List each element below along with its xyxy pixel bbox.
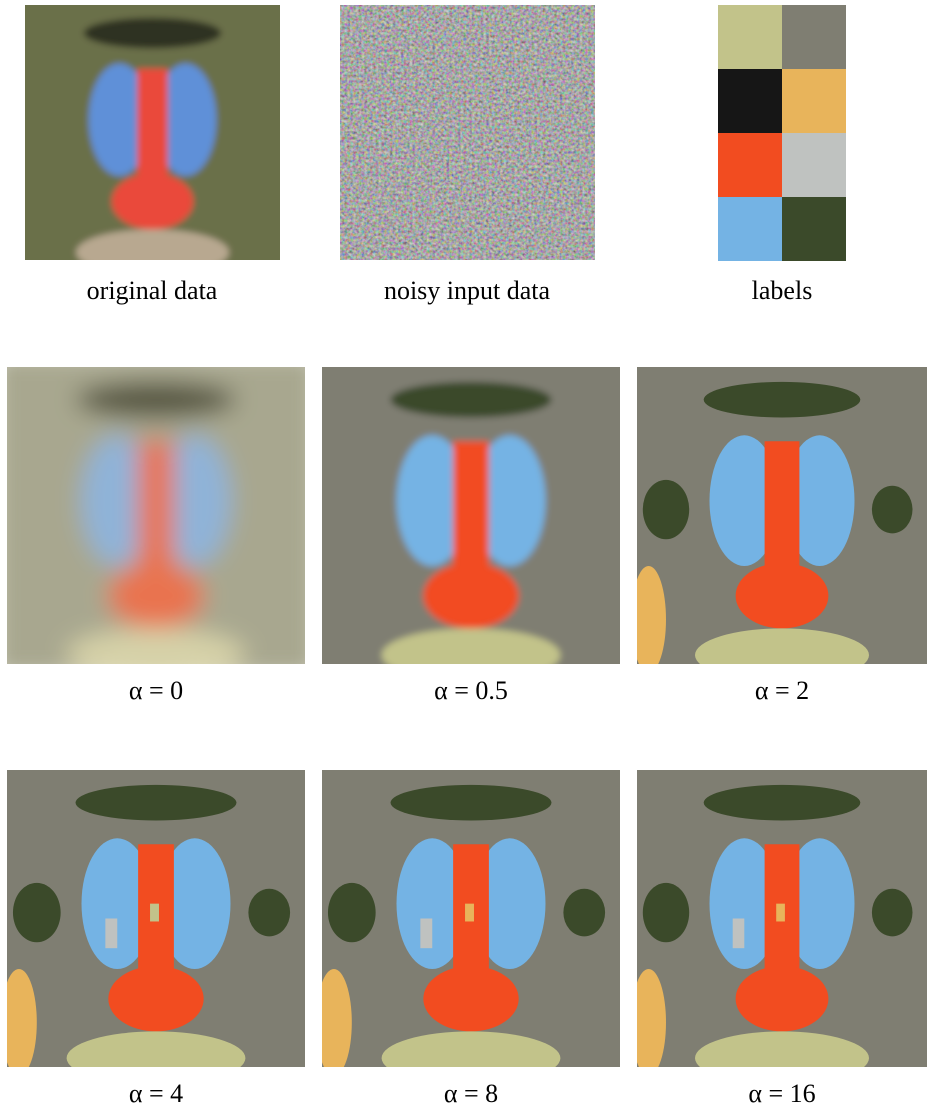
- chin: [67, 1031, 246, 1084]
- label-color: [718, 133, 782, 197]
- image: [12, 0, 293, 275]
- spot: [733, 919, 745, 949]
- label-color: [718, 5, 782, 69]
- brow: [76, 785, 237, 821]
- brow: [704, 382, 861, 418]
- caption: α = 16: [748, 1079, 815, 1108]
- brow: [84, 18, 222, 49]
- patch: [316, 969, 352, 1076]
- caption: original data: [87, 276, 218, 305]
- image: [307, 755, 635, 1085]
- nose: [423, 563, 518, 628]
- patch: [643, 480, 689, 539]
- spot: [420, 919, 432, 949]
- nose-bridge: [137, 69, 168, 191]
- image: [307, 352, 635, 682]
- nose: [736, 563, 829, 628]
- nose: [108, 563, 203, 628]
- chin: [695, 628, 869, 681]
- image: [0, 352, 320, 682]
- spot: [105, 919, 117, 949]
- image-content: [623, 352, 927, 682]
- image-content: [12, 0, 293, 275]
- image-content: [0, 352, 320, 682]
- label-color: [782, 197, 846, 261]
- patch: [563, 889, 605, 937]
- spot: [150, 904, 159, 922]
- image: [623, 352, 927, 682]
- image-content: [327, 0, 608, 275]
- figure: original data noisy input data labels α = 0…: [0, 0, 927, 1111]
- chin: [695, 1031, 869, 1084]
- caption: α = 0: [129, 676, 183, 705]
- nose: [112, 173, 194, 229]
- nose-bridge: [765, 441, 800, 584]
- spot: [465, 904, 474, 922]
- nose: [736, 966, 829, 1031]
- patch: [643, 883, 689, 942]
- image: [0, 755, 320, 1085]
- brow: [76, 382, 237, 418]
- caption: α = 0.5: [434, 676, 508, 705]
- image-content: [307, 352, 635, 682]
- image-content: [623, 755, 927, 1085]
- image: [327, 0, 608, 275]
- patch: [1, 969, 37, 1076]
- patch: [631, 566, 666, 673]
- patch: [872, 889, 913, 937]
- chin: [67, 628, 246, 681]
- chin: [382, 628, 561, 681]
- caption: labels: [752, 276, 813, 305]
- patch: [13, 883, 61, 942]
- label-color: [718, 197, 782, 261]
- image: [623, 755, 927, 1085]
- caption: α = 4: [129, 1079, 183, 1108]
- patch: [631, 969, 666, 1076]
- patch: [328, 883, 376, 942]
- label-color: [782, 69, 846, 133]
- caption: α = 2: [755, 676, 809, 705]
- brow: [391, 382, 552, 418]
- brow: [391, 785, 552, 821]
- image-content: [307, 755, 635, 1085]
- label-color: [782, 5, 846, 69]
- patch: [248, 889, 290, 937]
- nose-bridge: [453, 441, 489, 584]
- patch: [872, 486, 913, 534]
- label-color: [782, 133, 846, 197]
- label-color: [718, 69, 782, 133]
- brow: [704, 785, 861, 821]
- caption: α = 8: [444, 1079, 498, 1108]
- noise: [340, 5, 595, 260]
- chin: [76, 229, 229, 275]
- spot: [776, 904, 785, 922]
- nose: [423, 966, 518, 1031]
- nose: [108, 966, 203, 1031]
- caption: noisy input data: [384, 276, 551, 305]
- image-content: [0, 755, 320, 1085]
- nose-bridge: [138, 441, 174, 584]
- chin: [382, 1031, 561, 1084]
